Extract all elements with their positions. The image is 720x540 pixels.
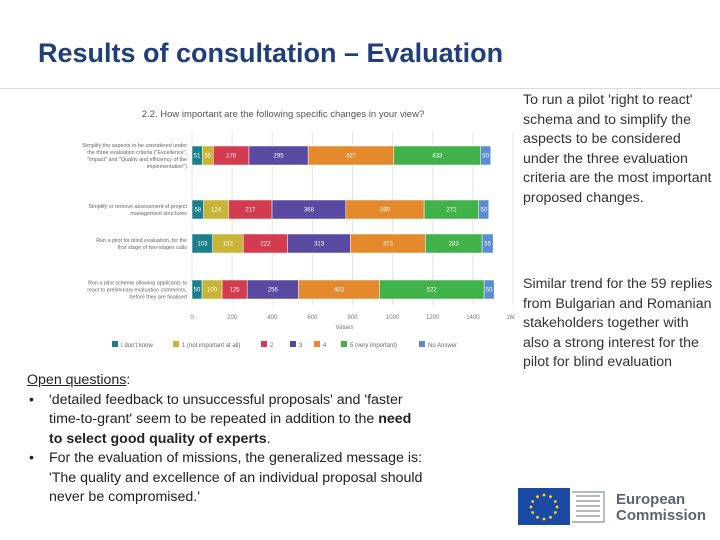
x-tick-label: 1400 (466, 315, 480, 321)
x-tick-label: 200 (227, 315, 238, 321)
bar-value-label: 295 (274, 154, 285, 160)
category-label-line: "Impact" and "Quality and efficiency of … (87, 157, 187, 163)
legend-swatch (173, 341, 179, 347)
open-question-item-1: • 'detailed feedback to unsuccessful pro… (27, 391, 427, 450)
bullet1-post: . (266, 430, 271, 447)
open-questions-colon: : (126, 372, 131, 388)
category-label: Simplify or remove assessment of project… (88, 204, 187, 217)
legend-label: No Answer (428, 343, 457, 349)
bar-value-label: 283 (449, 242, 460, 248)
chart-title: 2.2. How important are the following spe… (142, 109, 425, 120)
open-questions-list: • 'detailed feedback to unsuccessful pro… (27, 391, 427, 508)
legend-label: 5 (very important) (350, 343, 397, 349)
bar-value-label: 55 (204, 154, 211, 160)
x-tick-label: 1000 (386, 315, 400, 321)
bar-value-label: 272 (446, 208, 457, 214)
category-label-line: Simplify or remove assessment of project (88, 204, 187, 210)
x-tick-label: 1600 (506, 315, 515, 321)
legend-swatch (341, 341, 347, 347)
legend-label: 3 (299, 343, 303, 349)
bar-value-label: 58 (194, 208, 201, 214)
european-commission-logo: European Commission (518, 488, 718, 526)
category-label: Run a pilot scheme allowing applicants t… (87, 281, 187, 301)
bar-value-label: 51 (194, 154, 201, 160)
bar-value-label: 427 (346, 154, 357, 160)
bar-value-label: 222 (260, 242, 271, 248)
bar-value-label: 50 (194, 288, 201, 294)
legend-swatch (112, 341, 118, 347)
bar-value-label: 373 (383, 242, 394, 248)
bar-segment (481, 233, 494, 254)
x-tick-label: 0 (190, 315, 194, 321)
bar-value-label: 368 (304, 208, 315, 214)
bar-value-label: 124 (211, 208, 222, 214)
legend-label: 4 (323, 343, 327, 349)
bar-value-label: 433 (432, 154, 443, 160)
bar-value-label: 403 (334, 288, 345, 294)
category-label: Run a pilot for blind evaluation, for th… (96, 238, 187, 251)
x-axis-label: Values (336, 325, 354, 331)
bar-value-label: 125 (230, 288, 241, 294)
category-label-line: implementation") (147, 164, 187, 170)
bullet2-text: For the evaluation of missions, the gene… (49, 450, 423, 505)
bar-segment (480, 145, 491, 166)
category-label-line: first stage of two-stages calls (118, 245, 188, 251)
category-label-line: react to preliminary evaluation comments… (87, 288, 187, 294)
open-questions-heading-line: Open questions: (27, 371, 427, 391)
stacked-bar-chart: 2.2. How important are the following spe… (82, 109, 520, 349)
legend-swatch (314, 341, 320, 347)
bar-segment (483, 279, 495, 300)
bar-value-label: 217 (245, 208, 256, 214)
slide-title: Results of consultation – Evaluation (38, 38, 504, 68)
ec-wordmark-line2: Commission (616, 507, 707, 524)
category-label: Simplify the aspects to be considered un… (82, 143, 187, 170)
bar-value-label: 152 (223, 242, 234, 248)
bar-value-label: 55 (484, 242, 491, 248)
category-label-line: Simplify the aspects to be considered un… (82, 143, 187, 149)
legend-swatch (419, 341, 425, 347)
legend-label: 1 (not important at all) (182, 343, 240, 349)
chart-area: 2.2. How important are the following spe… (5, 100, 520, 358)
bar-value-label: 522 (427, 288, 438, 294)
title-divider (0, 88, 720, 89)
legend-label: I don't know (121, 343, 153, 349)
open-question-item-2: • For the evaluation of missions, the ge… (27, 449, 427, 508)
open-questions-block: Open questions: • 'detailed feedback to … (27, 371, 427, 508)
open-questions-heading: Open questions (27, 372, 127, 388)
bullet-icon: • (29, 391, 34, 408)
legend-label: 2 (270, 343, 274, 349)
category-label-line: before they are finalised (129, 295, 187, 301)
bar-value-label: 313 (314, 242, 325, 248)
bar-value-label: 50 (482, 154, 489, 160)
bar-value-label: 50 (480, 208, 487, 214)
bar-value-label: 178 (226, 154, 237, 160)
category-label-line: the three evaluation criteria ("Excellen… (87, 150, 187, 156)
x-tick-label: 800 (347, 315, 358, 321)
ec-wordmark-line1: European (616, 491, 686, 508)
bar-value-label: 103 (197, 242, 208, 248)
category-label-line: management structures (130, 211, 187, 217)
x-tick-label: 400 (267, 315, 278, 321)
ec-wordmark: European Commission (616, 492, 706, 524)
category-label-line: Run a pilot for blind evaluation, for th… (96, 238, 187, 244)
bar-value-label: 50 (486, 288, 493, 294)
bar-value-label: 390 (380, 208, 391, 214)
bar-value-label: 256 (268, 288, 279, 294)
bar-value-label: 100 (207, 288, 218, 294)
bullet1-pre: 'detailed feedback to unsuccessful propo… (49, 391, 403, 428)
right-note-bulgaria-romania: Similar trend for the 59 replies from Bu… (523, 276, 713, 370)
bar-segment (478, 199, 489, 220)
right-note-pilot-importance: To run a pilot 'right to react' schema a… (523, 92, 712, 206)
x-tick-label: 1200 (426, 315, 440, 321)
ec-building-icon (518, 488, 605, 525)
category-label-line: Run a pilot scheme allowing applicants t… (88, 281, 187, 287)
legend-swatch (290, 341, 296, 347)
bullet1-bold: need to select good quality of experts (49, 411, 412, 447)
x-tick-label: 600 (307, 315, 318, 321)
legend-swatch (261, 341, 267, 347)
bullet-icon: • (29, 450, 34, 466)
